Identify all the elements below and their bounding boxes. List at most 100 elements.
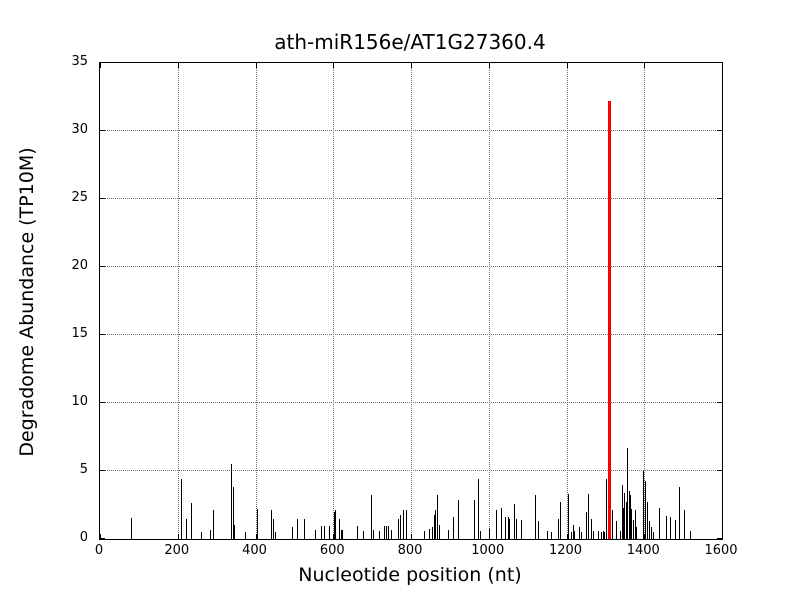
- y-tick-mark: [717, 198, 722, 199]
- x-tick-mark: [333, 63, 335, 68]
- degradome-spike: [514, 503, 516, 539]
- x-axis-label: Nucleotide position (nt): [298, 564, 522, 586]
- degradome-spike: [428, 528, 430, 539]
- degradome-spike: [209, 530, 211, 539]
- highlight-spike: [608, 101, 612, 539]
- y-gridline: [100, 266, 722, 267]
- degradome-spike: [356, 526, 358, 539]
- degradome-spike: [501, 508, 503, 539]
- degradome-spike: [342, 530, 344, 539]
- y-gridline: [100, 198, 722, 199]
- x-tick-label: 1200: [548, 543, 583, 558]
- chart-title: ath-miR156e/AT1G27360.4: [274, 30, 546, 54]
- degradome-spike: [625, 502, 627, 539]
- degradome-spike: [604, 531, 606, 539]
- x-tick-mark: [255, 534, 257, 539]
- degradome-spike: [447, 530, 449, 539]
- y-gridline: [100, 470, 722, 471]
- degradome-spike: [616, 521, 618, 539]
- degradome-spike: [405, 510, 407, 539]
- degradome-spike: [328, 526, 330, 539]
- degradome-spike: [645, 480, 647, 539]
- y-axis-label: Degradome Abundance (TP10M): [16, 147, 38, 457]
- degradome-spike: [272, 518, 274, 539]
- degradome-spike: [131, 517, 133, 539]
- degradome-spike: [621, 484, 623, 539]
- x-tick-label: 400: [242, 543, 267, 558]
- x-tick-mark: [722, 534, 723, 539]
- x-gridline: [566, 63, 568, 539]
- x-tick-mark: [100, 63, 101, 68]
- degradome-spike: [320, 526, 322, 539]
- degradome-spike: [437, 495, 439, 539]
- y-tick-label: 15: [71, 326, 88, 341]
- y-tick-label: 0: [79, 530, 88, 545]
- degradome-spike: [559, 502, 561, 539]
- degradome-spike: [598, 530, 600, 539]
- degradome-spike: [201, 532, 203, 539]
- y-tick-label: 25: [71, 190, 88, 205]
- degradome-spike: [297, 518, 299, 539]
- degradome-spike: [689, 530, 691, 539]
- y-tick-mark: [100, 198, 105, 199]
- x-tick-mark: [722, 63, 723, 68]
- degradome-spike: [651, 526, 653, 539]
- x-gridline: [644, 63, 646, 539]
- degradome-spike: [233, 525, 235, 539]
- degradome-spike: [185, 518, 187, 539]
- x-gridline: [411, 63, 412, 539]
- y-tick-mark: [100, 334, 105, 335]
- x-tick-mark: [411, 534, 412, 539]
- degradome-spike: [636, 526, 638, 539]
- y-tick-mark: [717, 130, 722, 131]
- y-tick-mark: [717, 538, 722, 539]
- y-tick-mark: [717, 402, 722, 403]
- degradome-spike: [458, 500, 460, 539]
- degradome-spike: [578, 526, 580, 539]
- degradome-spike: [587, 494, 589, 539]
- x-tick-mark: [411, 63, 412, 68]
- x-gridline: [255, 63, 257, 539]
- y-tick-mark: [717, 266, 722, 267]
- degradome-spike: [244, 532, 246, 539]
- degradome-spike: [334, 510, 336, 539]
- y-tick-label: 20: [71, 258, 88, 273]
- degradome-spike: [473, 500, 475, 539]
- degradome-spike: [612, 510, 614, 539]
- y-tick-mark: [100, 470, 105, 471]
- degradome-spike: [624, 492, 626, 539]
- degradome-spike: [397, 518, 399, 539]
- degradome-spike: [304, 518, 306, 539]
- x-tick-label: 800: [397, 543, 423, 558]
- x-tick-label: 600: [319, 543, 345, 558]
- x-gridline: [333, 63, 335, 539]
- y-tick-mark: [100, 62, 105, 63]
- x-tick-mark: [100, 534, 101, 539]
- degradome-spike: [632, 519, 634, 539]
- x-gridline: [488, 63, 490, 539]
- y-tick-mark: [717, 470, 722, 471]
- y-gridline: [100, 334, 722, 335]
- degradome-spike: [535, 495, 536, 539]
- degradome-spike: [231, 463, 233, 539]
- degradome-spike: [479, 530, 481, 539]
- degradome-spike: [631, 509, 633, 539]
- degradome-spike: [504, 517, 506, 539]
- degradome-spike: [581, 532, 583, 539]
- y-gridline: [100, 130, 722, 131]
- degradome-spike: [570, 532, 572, 539]
- degradome-spike: [509, 518, 511, 539]
- y-gridline: [100, 402, 722, 403]
- x-tick-mark: [566, 63, 568, 68]
- x-tick-label: 1600: [704, 543, 738, 558]
- degradome-spike: [659, 507, 661, 539]
- degradome-spike: [452, 517, 454, 539]
- degradome-spike: [515, 518, 517, 539]
- degradome-spike: [628, 491, 630, 539]
- x-tick-mark: [644, 63, 646, 68]
- degradome-spike: [620, 530, 622, 539]
- degradome-spike: [537, 520, 539, 539]
- degradome-spike: [438, 525, 440, 539]
- y-tick-mark: [100, 538, 105, 539]
